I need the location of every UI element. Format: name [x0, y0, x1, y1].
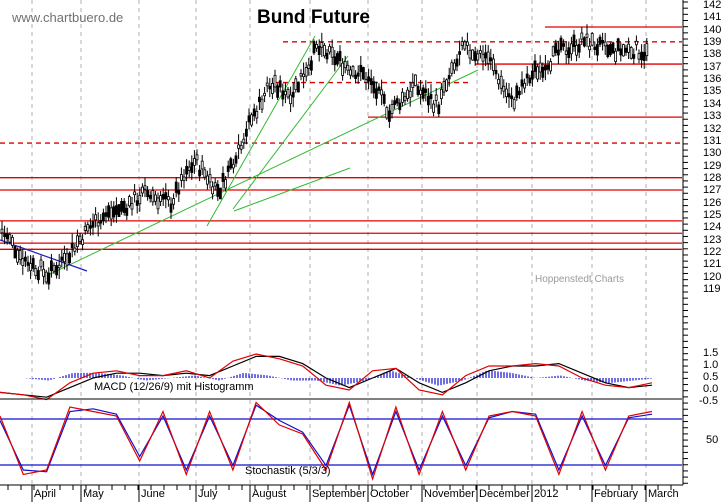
price-tick: 132: [703, 122, 722, 135]
price-tick: 122: [703, 246, 722, 258]
price-tick: 120: [703, 270, 722, 283]
price-tick: 134: [703, 97, 722, 110]
month-label: November: [424, 488, 475, 500]
price-tick: 129: [703, 159, 722, 172]
price-tick: 142: [703, 0, 722, 11]
macd-panel: [0, 353, 682, 401]
macd-tick: 1.5: [703, 347, 719, 359]
month-label: May: [83, 488, 104, 500]
axes: [0, 0, 688, 502]
month-label: September: [312, 488, 366, 500]
month-label: December: [479, 488, 530, 500]
month-label: July: [198, 488, 218, 500]
price-tick: 125: [703, 208, 722, 221]
price-tick: 133: [703, 110, 722, 123]
month-label: April: [34, 488, 57, 500]
price-tick: 138: [703, 48, 722, 61]
stochastic-label: Stochastik (5/3/3): [245, 465, 331, 477]
horizontal-levels: [0, 26, 682, 250]
price-tick: 119: [703, 283, 721, 296]
macd-label: MACD (12/26/9) mit Histogramm: [94, 381, 254, 393]
month-label: October: [370, 488, 410, 500]
source-label: Hoppenstedt Charts: [535, 274, 624, 285]
month-label: February: [594, 488, 639, 500]
month-label: June: [141, 488, 165, 500]
stochastic-panel: [0, 400, 682, 482]
macd-tick: -0.5: [699, 395, 718, 407]
month-label: August: [252, 488, 287, 500]
price-candles: [0, 24, 649, 290]
price-tick: 131: [703, 134, 722, 147]
price-tick: 128: [703, 171, 722, 184]
price-tick: 136: [703, 73, 722, 86]
price-tick: 123: [703, 233, 722, 246]
price-tick: 137: [703, 60, 722, 73]
price-tick: 141: [703, 11, 722, 24]
chart-title: Bund Future: [257, 7, 370, 28]
month-label: 2012: [534, 488, 559, 500]
macd-tick: 0.0: [703, 383, 719, 395]
stochastic-tick: 50: [706, 434, 719, 446]
price-tick: 124: [703, 221, 722, 234]
macd-tick: 0.5: [703, 371, 719, 383]
price-tick: 130: [703, 147, 722, 160]
price-tick: 121: [703, 258, 722, 271]
price-tick: 139: [703, 36, 722, 49]
price-tick: 135: [703, 85, 722, 98]
price-tick: 126: [703, 196, 722, 209]
watermark: www.chartbuero.de: [12, 10, 124, 25]
price-tick: 127: [703, 184, 722, 197]
macd-tick: 1.0: [703, 359, 719, 371]
trend-lines: [0, 35, 479, 278]
price-tick: 140: [703, 23, 722, 36]
month-label: March: [648, 488, 679, 500]
